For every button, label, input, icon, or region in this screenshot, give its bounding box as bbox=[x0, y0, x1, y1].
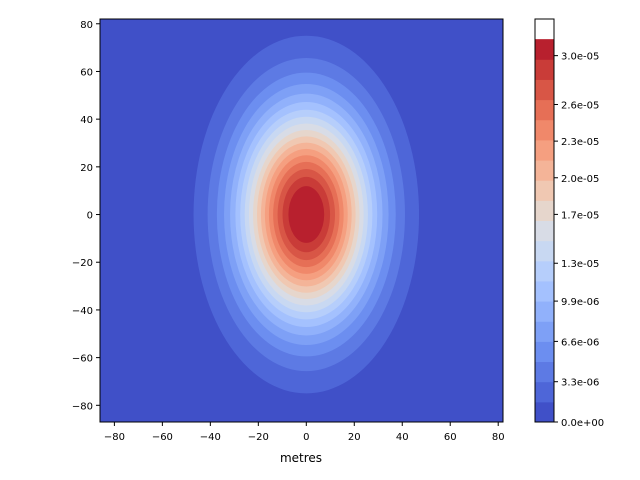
x-tick-label: 40 bbox=[396, 432, 409, 443]
colorbar-segment bbox=[535, 79, 554, 101]
y-tick-label: −20 bbox=[72, 258, 93, 269]
colorbar-segment bbox=[535, 361, 554, 383]
colorbar-segment bbox=[535, 341, 554, 363]
x-tick-label: 20 bbox=[348, 432, 361, 443]
y-axis: −80 −60 −40 −20 0 20 40 60 80 bbox=[72, 20, 100, 412]
colorbar-segment bbox=[535, 160, 554, 181]
y-tick-label: 80 bbox=[80, 20, 93, 31]
colorbar-segment bbox=[535, 381, 554, 403]
y-tick-label: −80 bbox=[72, 401, 93, 412]
colorbar-segment bbox=[535, 401, 554, 423]
colorbar-tick-label: 2.6e-05 bbox=[561, 100, 599, 111]
colorbar-segment bbox=[535, 260, 554, 282]
y-tick-label: 40 bbox=[80, 115, 93, 126]
x-tick-label: 80 bbox=[492, 432, 505, 443]
colorbar-segment bbox=[535, 119, 554, 141]
colorbar-tick-label: 0.0e+00 bbox=[561, 418, 604, 429]
colorbar-segment bbox=[535, 301, 554, 322]
colorbar-segment bbox=[535, 99, 554, 121]
x-tick-label: −80 bbox=[104, 432, 125, 443]
y-tick-label: −40 bbox=[72, 306, 93, 317]
colorbar-tick-label: 3.0e-05 bbox=[561, 52, 599, 63]
colorbar-tick-label: 1.3e-05 bbox=[561, 259, 599, 270]
x-axis: −80 −60 −40 −20 0 20 40 60 80 bbox=[104, 422, 505, 443]
x-tick-label: −20 bbox=[248, 432, 269, 443]
colorbar-tick-label: 9.9e-06 bbox=[561, 297, 599, 308]
colorbar-segment bbox=[535, 220, 554, 242]
colorbar-segment bbox=[535, 240, 554, 262]
colorbar-tick-label: 2.0e-05 bbox=[561, 174, 599, 185]
colorbar-tick-label: 1.7e-05 bbox=[561, 210, 599, 221]
plot-area bbox=[100, 19, 503, 422]
x-tick-label: −40 bbox=[200, 432, 221, 443]
colorbar-frame bbox=[534, 18, 555, 423]
colorbar-segment bbox=[535, 321, 554, 342]
x-tick-label: −60 bbox=[152, 432, 173, 443]
x-tick-label: 0 bbox=[303, 432, 309, 443]
y-tick-label: 0 bbox=[87, 211, 93, 222]
x-axis-label: metres bbox=[280, 451, 322, 465]
colorbar-tick-label: 3.3e-06 bbox=[561, 378, 599, 389]
y-tick-label: −60 bbox=[72, 354, 93, 365]
colorbar-tick-label: 6.6e-06 bbox=[561, 337, 599, 348]
colorbar-segment bbox=[535, 200, 554, 221]
colorbar-segment bbox=[535, 139, 554, 161]
colorbar-tick-label: 2.3e-05 bbox=[561, 137, 599, 148]
plot-frame bbox=[99, 18, 504, 423]
contour-band-18 bbox=[288, 186, 325, 243]
colorbar-segment bbox=[535, 59, 554, 80]
y-tick-label: 60 bbox=[80, 67, 93, 78]
x-tick-label: 60 bbox=[444, 432, 457, 443]
colorbar-segment bbox=[535, 280, 554, 302]
colorbar-segment bbox=[535, 180, 554, 201]
y-tick-label: 20 bbox=[80, 163, 93, 174]
colorbar: 0.0e+00 3.3e-06 6.6e-06 9.9e-06 1.3e-05 1.7e-… bbox=[534, 18, 604, 429]
colorbar-segment bbox=[535, 39, 554, 60]
